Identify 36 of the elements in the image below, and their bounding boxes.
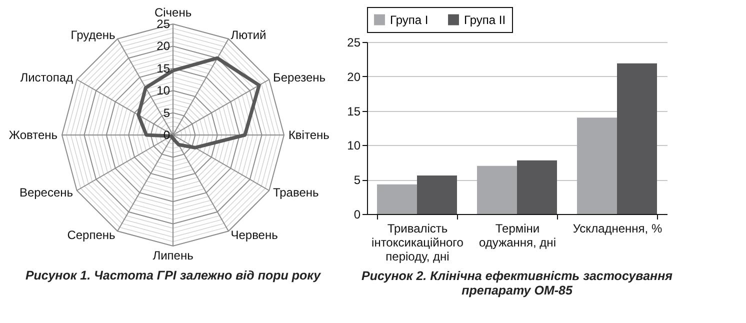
y-tick-label: 5 [354,173,361,188]
spoke-label: Квітень [288,128,330,142]
bar [377,184,417,214]
y-tick-label: 10 [156,84,170,98]
bar [417,175,457,214]
y-tick-label: 10 [347,138,361,153]
y-tick-label: 15 [347,104,361,118]
legend-label: Група ІІ [464,12,506,27]
bar [577,118,617,214]
y-tick-label: 20 [156,39,170,54]
x-tick-label: Терміни одужання, дні [479,222,556,250]
text: Рисунок 2. Клінічна ефективність застосування препарату ОМ-85 [362,269,674,298]
spoke-label: Вересень [19,186,74,200]
y-tick-label: 25 [156,17,170,31]
y-tick-label: 0 [354,208,361,222]
spoke-label: Березень [272,70,326,84]
spoke-label: Грудень [70,28,116,42]
bar [617,63,657,214]
spoke-label: Червень [230,228,278,242]
spoke-label: Січень [154,6,192,20]
spoke-label: Серпень [67,228,116,242]
spoke-label: Лютий [230,28,266,42]
bar [477,166,517,214]
spoke-label: Липень [152,248,194,262]
bar [517,160,557,214]
y-tick-label: 15 [156,61,170,76]
x-tick-label: Ускладнення, % [572,222,662,236]
spoke-label: Жовтень [8,128,58,142]
spoke-label: Травень [272,186,319,200]
legend-label: Група І [390,12,428,27]
y-tick-label: 20 [347,70,361,84]
text: Рисунок 1. Частота ГРІ залежно від пори року [25,268,322,282]
spoke-label: Листопад [20,70,74,84]
y-tick-label: 25 [347,36,361,50]
y-tick-label: 5 [163,106,170,120]
x-tick-label: Тривалість інтоксикаційного періоду, дні [372,222,464,264]
